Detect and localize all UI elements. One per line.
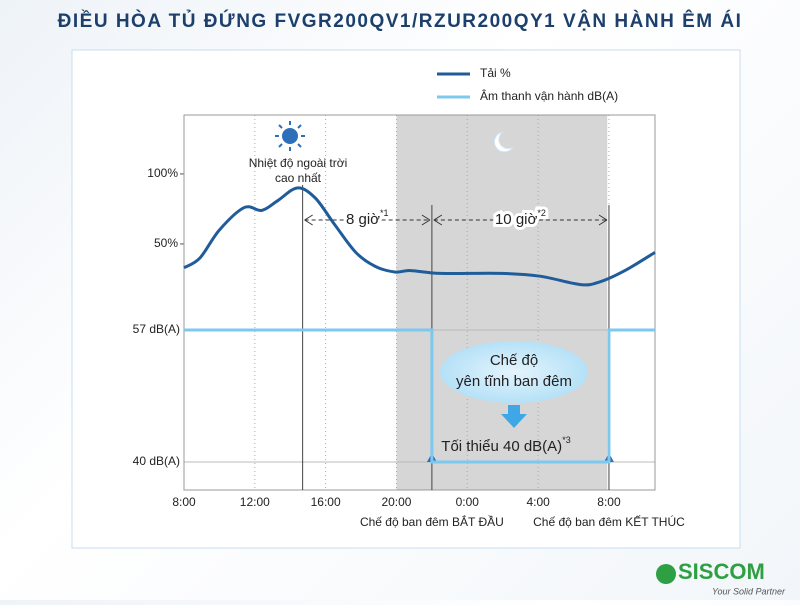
annotation-text: 8 giờ — [346, 211, 380, 228]
annotation: Nhiệt độ ngoài trời — [249, 156, 348, 170]
x-tick-label: 4:00 — [526, 495, 550, 509]
y-tick-label: 100% — [147, 166, 178, 180]
chart-title: ĐIỀU HÒA TỦ ĐỨNG FVGR200QV1/RZUR200QY1 V… — [58, 10, 743, 32]
night-band — [396, 115, 608, 490]
x-tick-label: 20:00 — [381, 495, 411, 509]
annotation-note: *3 — [562, 435, 571, 445]
series-line — [183, 186, 656, 287]
series-line — [184, 328, 655, 464]
legend-label: Tải % — [480, 66, 511, 80]
annotation-note: *1 — [380, 208, 389, 218]
arrow-head — [433, 214, 608, 226]
y-tick-label: 50% — [154, 236, 178, 250]
y2-tick-label: 57 dB(A) — [133, 322, 180, 336]
logo-tagline: Your Solid Partner — [712, 586, 786, 596]
annotation: Chế độ ban đêm BẮT ĐẦU — [360, 514, 504, 529]
x-tick-label: 0:00 — [456, 495, 480, 509]
plot: 8:00 12:00 16:00 20:00 0:00 4:00 8:00 57 dB(A) 4… — [133, 114, 685, 529]
legend-label: Âm thanh vận hành dB(A) — [480, 88, 618, 103]
annotation: 10 giờ*2 — [495, 208, 546, 228]
down-arrow — [501, 405, 527, 428]
annotation: Chế độ ban đêm KẾT THÚC — [533, 514, 685, 529]
arrow-head — [304, 214, 431, 226]
sun-icon — [275, 121, 305, 151]
x-tick-label: 12:00 — [240, 495, 270, 509]
annotation: 8 giờ*1 — [346, 208, 389, 228]
annotation: cao nhất — [275, 171, 322, 185]
annotation: Tối thiểu 40 dB(A)*3 — [441, 435, 570, 455]
logo-mark — [656, 564, 676, 584]
x-tick-label: 8:00 — [172, 495, 196, 509]
x-tick-label: 16:00 — [311, 495, 341, 509]
annotation: Chế độ — [490, 352, 538, 369]
bubble — [440, 341, 588, 403]
annotation: yên tĩnh ban đêm — [456, 373, 572, 390]
annotation-text: 10 giờ — [495, 211, 538, 228]
x-tick-label: 8:00 — [597, 495, 621, 509]
annotation-note: *2 — [537, 208, 546, 218]
y2-tick-label: 40 dB(A) — [133, 454, 180, 468]
moon-icon — [493, 131, 514, 153]
logo: SISCOM — [678, 559, 765, 584]
plot-border — [183, 114, 656, 491]
annotation-text: Tối thiểu 40 dB(A) — [441, 438, 562, 455]
